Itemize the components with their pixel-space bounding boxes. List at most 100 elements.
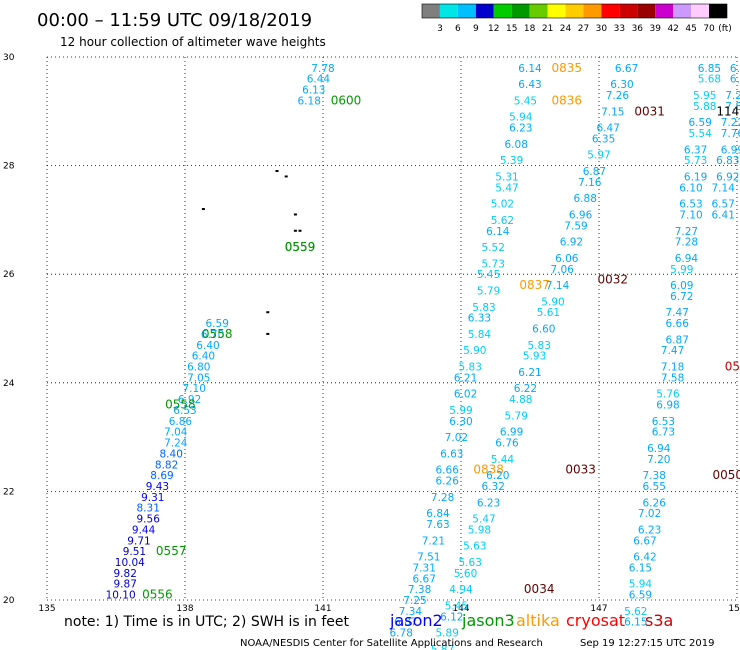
swh-value: 6.72	[670, 291, 693, 303]
swh-value: 7.58	[661, 372, 684, 384]
swh-value: 5.90	[541, 296, 564, 308]
swh-value: 6.02	[454, 389, 477, 401]
x-tick-label: 138	[176, 604, 193, 614]
track-time-label: 0557	[156, 544, 187, 558]
chart-title: 00:00 – 11:59 UTC 09/18/2019	[37, 10, 312, 31]
swh-value: 6.14	[518, 63, 542, 75]
colorbar-swatch	[547, 4, 566, 18]
swh-value: 6.55	[643, 481, 666, 493]
track-time-label: 0031	[634, 104, 665, 118]
swh-value: 5.97	[587, 150, 610, 162]
swh-value: 5.61	[537, 307, 560, 319]
swh-value: 5.83	[472, 302, 495, 314]
swh-value: 6.57	[712, 199, 735, 211]
swh-value: 5.89	[436, 628, 459, 640]
swh-value: 6.09	[670, 280, 693, 292]
swh-value: 5.62	[624, 606, 647, 618]
swh-value: 7.38	[408, 584, 431, 596]
swh-value: 7.63	[426, 519, 449, 531]
land-point	[293, 229, 297, 232]
swh-value: 6.70	[201, 329, 224, 341]
axis-ticks: 135 138 141 144 147 150 20 22 24 26 28 30	[3, 53, 740, 614]
land-point	[266, 332, 270, 335]
swh-value: 5.88	[693, 101, 716, 113]
y-tick-label: 26	[3, 270, 15, 280]
swh-value: 5.73	[482, 258, 505, 270]
y-tick-label: 20	[3, 596, 15, 606]
swh-value: 7.16	[578, 177, 602, 189]
track-time-label: 0600	[331, 93, 362, 107]
swh-value: 7.47	[661, 345, 684, 357]
swh-value: 5.68	[698, 74, 721, 86]
swh-value: 6.98	[656, 400, 679, 412]
colorbar-label: 3	[437, 24, 443, 34]
swh-value: 10.04	[115, 557, 145, 569]
swh-value: 7.27	[675, 226, 698, 238]
x-tick-label: 150	[728, 604, 740, 614]
swh-value: 7.10	[183, 383, 206, 395]
footer-credit: NOAA/NESDIS Center for Satellite Applica…	[240, 638, 543, 649]
swh-value: 7.25	[403, 595, 426, 607]
swh-value: 7.02	[638, 508, 661, 520]
swh-value: 5.52	[482, 242, 505, 254]
swh-value: 7.28	[431, 492, 454, 504]
colorbar-swatch	[439, 4, 458, 18]
swh-value: 6.84	[426, 508, 450, 520]
land-point	[298, 229, 302, 232]
swh-value: 6.87	[666, 334, 689, 346]
swh-value: 5.94	[629, 579, 653, 591]
track-time-label: 0559	[285, 240, 316, 254]
track-time-label: 0558	[202, 327, 233, 341]
swh-value: 7.76	[721, 128, 740, 140]
swh-value: 6.21	[454, 372, 477, 384]
colorbar-label: 42	[667, 24, 678, 34]
swh-value: 6.30	[449, 416, 472, 428]
swh-value: 6.47	[597, 123, 620, 135]
partial-time-label: 114	[716, 104, 739, 118]
track-time-label: 0837	[519, 278, 550, 292]
swh-value: 5.60	[454, 568, 477, 580]
x-tick-label: 147	[590, 604, 607, 614]
colorbar-label: 6	[455, 24, 461, 34]
swh-value: 5.95	[693, 90, 716, 102]
swh-value: 7.20	[647, 454, 670, 466]
track-marks: 10.109.879.8210.049.519.719.449.568.319.…	[106, 61, 740, 650]
y-tick-label: 28	[3, 162, 15, 172]
swh-value: 7.38	[643, 470, 666, 482]
swh-value: 6.96	[569, 209, 593, 221]
swh-value: 6.20	[486, 470, 509, 482]
legend-altika: altika	[516, 611, 560, 630]
footer-note: note: 1) Time is in UTC; 2) SWH is in fe…	[64, 614, 350, 630]
swh-value: 9.82	[114, 568, 137, 580]
swh-value: 5.83	[459, 362, 482, 374]
swh-value: 6.76	[495, 438, 519, 450]
swh-value: 6.26	[643, 497, 667, 509]
swh-value: 6.67	[413, 573, 436, 585]
swh-value: 6.66	[436, 465, 460, 477]
swh-value: 6.78	[390, 628, 413, 640]
swh-value: 6.87	[394, 617, 417, 629]
swh-value: 6.67	[615, 63, 638, 75]
swh-value: 7.31	[413, 562, 436, 574]
swh-value: 7.28	[675, 237, 698, 249]
swh-value: 9.71	[127, 535, 150, 547]
swh-value: 7.10	[679, 209, 702, 221]
swh-value: 4.88	[509, 394, 532, 406]
swh-value: 6.08	[505, 139, 528, 151]
swh-value: 9.87	[114, 579, 137, 591]
swh-value: 6.85	[698, 63, 721, 75]
swh-value: 4.94	[449, 584, 473, 596]
swh-value: 5.79	[505, 410, 528, 422]
colorbar-swatch	[565, 4, 584, 18]
swh-value: 6.59	[689, 117, 712, 129]
swh-value: 5.63	[459, 557, 482, 569]
partial-time-label: 05	[725, 360, 740, 374]
land-features	[201, 170, 302, 335]
track-time-label: 0033	[565, 463, 596, 477]
land-point	[284, 175, 288, 178]
swh-value: 5.94	[509, 112, 533, 124]
swh-value: 7.78	[311, 63, 334, 75]
colorbar-swatch	[529, 4, 548, 18]
swh-value: 6.88	[574, 193, 597, 205]
y-tick-label: 24	[3, 379, 15, 389]
